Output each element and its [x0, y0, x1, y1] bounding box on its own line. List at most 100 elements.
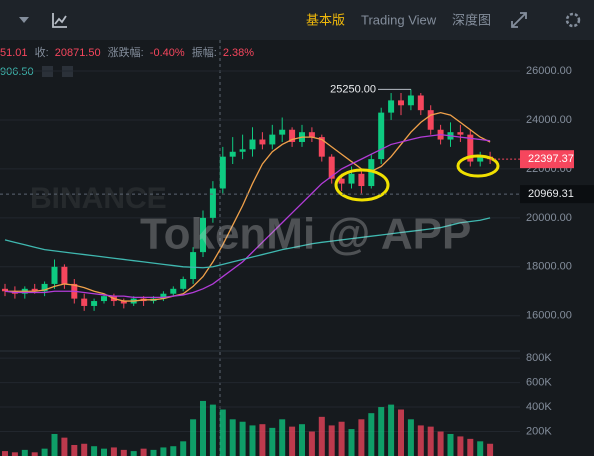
volume-bar [110, 447, 117, 456]
candle-body [407, 95, 414, 106]
candle-body [101, 296, 107, 302]
expand-icon[interactable] [511, 12, 527, 28]
candle-body [249, 139, 256, 150]
volume-bar [437, 431, 444, 456]
candle-body [160, 293, 167, 299]
volume-bar [368, 413, 375, 456]
candle-body [289, 129, 296, 142]
volume-bar [457, 436, 464, 456]
volume-bar [51, 433, 58, 456]
volume-bar [487, 443, 494, 456]
candle-body [200, 217, 206, 253]
tab[interactable]: 深度图 [452, 12, 491, 27]
info-value: 51.01 [0, 47, 28, 59]
ma-value: 906.50 [0, 66, 34, 78]
settings-icon[interactable] [565, 12, 581, 28]
volume-bar [427, 426, 434, 456]
candle-body [259, 139, 266, 145]
toolbar [0, 0, 594, 40]
volume-bar [239, 421, 246, 456]
candle-body [368, 159, 375, 187]
volume-bar [140, 448, 147, 456]
candle-body [209, 188, 216, 218]
volume-bar [61, 437, 68, 456]
info-label: 收: [35, 45, 49, 59]
volume-bar [358, 419, 365, 456]
info-row: 51.01 收: 20871.50 涨跌幅: -0.40% 振幅: 2.38% [0, 45, 254, 59]
high-label: 25250.00 [330, 83, 376, 95]
volume-bar [338, 421, 345, 456]
volume-bar [180, 441, 187, 456]
volume-bar [308, 431, 315, 456]
volume-bar [388, 404, 395, 456]
info-label: 涨跌幅: [108, 45, 144, 59]
highlight-circle [456, 154, 500, 178]
volume-bar [209, 404, 216, 456]
y-tick-label: 600K [526, 376, 552, 388]
candle-body [61, 266, 68, 284]
volume-bar [328, 425, 335, 456]
volume-bar [2, 451, 8, 456]
volume-bar [219, 409, 226, 456]
candle-body [219, 156, 226, 189]
candle-body [308, 132, 315, 138]
candle-body [180, 279, 187, 289]
candle-body [427, 110, 434, 130]
candle-body [41, 283, 48, 292]
volume-bar [259, 424, 266, 456]
candle-body [358, 173, 365, 187]
watermark-brand: BINANCE [30, 182, 167, 215]
candle-body [477, 156, 484, 162]
volume-bar [348, 429, 355, 456]
moving-average [4, 133, 491, 299]
info-value: 2.38% [223, 47, 254, 59]
volume-bar [417, 425, 424, 456]
watermark-text: TokenMi @ APP [140, 210, 471, 259]
moving-average [4, 217, 491, 269]
y-tick-label: 20000.00 [526, 212, 572, 224]
tab[interactable]: 基本版 [306, 12, 345, 27]
volume-bar [477, 441, 484, 456]
volume-bar [229, 419, 236, 456]
tab[interactable]: Trading View [361, 12, 437, 27]
y-tick-label: 200K [526, 425, 552, 437]
volume-bar [160, 447, 167, 456]
candle-body [457, 132, 464, 135]
candle-body [279, 129, 286, 135]
candle-body [229, 151, 236, 157]
y-tick-label: 400K [526, 401, 552, 413]
volume-bar [190, 419, 197, 456]
volume-bar [41, 448, 48, 456]
volume-bar [398, 409, 404, 456]
candle-body [51, 266, 58, 284]
volume-bar [130, 451, 137, 456]
candle-body [31, 288, 38, 292]
last-price-box [520, 150, 574, 169]
candle-body [170, 288, 177, 294]
y-tick-label: 18000.00 [526, 261, 572, 273]
indicator-icon[interactable] [52, 13, 67, 28]
candle-body [2, 288, 8, 292]
candle-body [239, 149, 246, 152]
candle-body [378, 112, 385, 160]
volume-bar [200, 400, 206, 456]
volume-bar [170, 446, 177, 456]
crosshair-label: 20969.31 [528, 188, 574, 200]
candle-body [467, 134, 474, 162]
candle-body [417, 95, 424, 111]
candle-body [120, 301, 127, 304]
info-value: 20871.50 [55, 47, 101, 59]
dropdown-icon[interactable] [19, 17, 29, 23]
volume-bar [378, 407, 385, 456]
candle-body [398, 100, 404, 106]
last-price-label: 22397.37 [528, 153, 574, 165]
volume-bar [249, 425, 256, 456]
candle-body [81, 298, 88, 306]
volume-bar [21, 449, 28, 456]
volume-bar [279, 419, 286, 456]
candle-body [91, 301, 98, 306]
volume-bar [31, 452, 38, 456]
